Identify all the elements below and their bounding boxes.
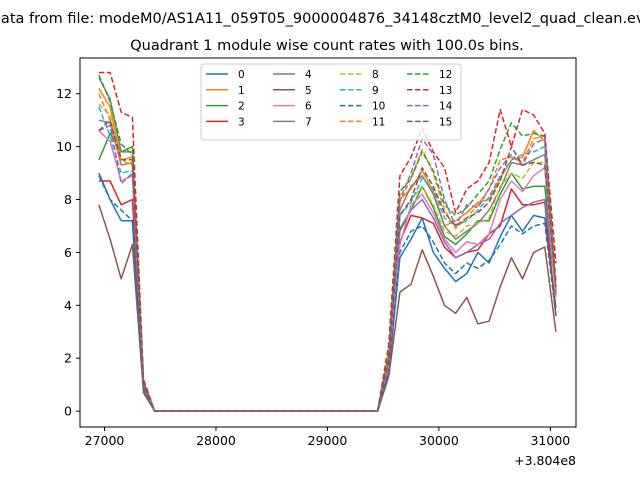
legend-label-2: 2 xyxy=(238,101,245,113)
legend-label-3: 3 xyxy=(238,116,245,128)
y-tick-label: 0 xyxy=(64,404,72,419)
legend-label-7: 7 xyxy=(305,116,312,128)
series-line-3 xyxy=(98,180,557,412)
x-axis: 27000 28000 29000 30000 31000 xyxy=(85,427,570,448)
legend-label-10: 10 xyxy=(372,101,385,113)
x-tick-label: 30000 xyxy=(419,433,459,448)
y-tick-label: 6 xyxy=(64,245,72,260)
legend-label-6: 6 xyxy=(305,101,312,113)
legend-label-15: 15 xyxy=(439,116,452,128)
y-axis: 0 2 4 6 8 10 12 xyxy=(56,86,80,419)
legend-label-13: 13 xyxy=(439,85,452,97)
legend-box xyxy=(200,63,462,141)
x-offset-label: +3.804e8 xyxy=(514,453,576,468)
legend-label-14: 14 xyxy=(439,101,453,113)
legend-label-4: 4 xyxy=(305,69,312,81)
x-tick-label: 27000 xyxy=(85,433,125,448)
y-tick-label: 2 xyxy=(64,351,72,366)
series-line-8 xyxy=(98,103,557,412)
series-line-2 xyxy=(98,132,557,412)
legend-label-11: 11 xyxy=(372,116,385,128)
series-line-4 xyxy=(98,119,557,412)
legend-label-9: 9 xyxy=(372,85,379,97)
legend-label-8: 8 xyxy=(372,69,379,81)
x-tick-label: 31000 xyxy=(530,433,570,448)
y-tick-label: 4 xyxy=(64,298,72,313)
x-tick-label: 29000 xyxy=(308,433,348,448)
series-line-15 xyxy=(98,119,557,412)
series-line-9 xyxy=(98,106,557,412)
plot-lines xyxy=(98,71,557,412)
series-line-11 xyxy=(98,93,557,412)
legend-label-12: 12 xyxy=(439,69,452,81)
y-tick-label: 12 xyxy=(56,86,72,101)
y-tick-label: 10 xyxy=(56,139,72,154)
plot-frame xyxy=(79,57,577,428)
suptitle: Data from file: modeM0/AS1A11_059T05_900… xyxy=(0,11,640,27)
x-tick-label: 28000 xyxy=(196,433,236,448)
series-line-6 xyxy=(98,130,557,412)
legend-label-5: 5 xyxy=(305,85,312,97)
legend-label-1: 1 xyxy=(238,85,245,97)
series-line-14 xyxy=(98,124,557,412)
series-line-0 xyxy=(98,172,557,412)
y-tick-label: 8 xyxy=(64,192,72,207)
chart-title: Quadrant 1 module wise count rates with … xyxy=(130,38,524,54)
legend-label-0: 0 xyxy=(238,69,245,81)
